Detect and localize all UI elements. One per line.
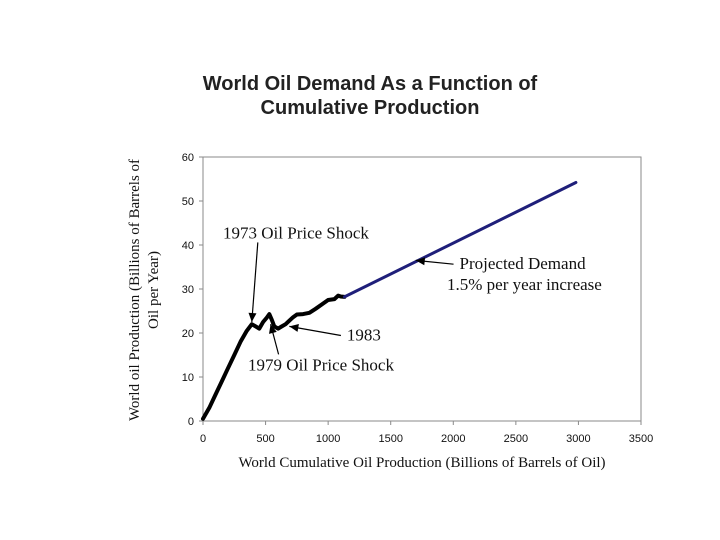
annotation-arrow-line bbox=[251, 242, 259, 323]
annotation-label: 1979 Oil Price Shock bbox=[248, 355, 394, 374]
x-tick-label: 3000 bbox=[566, 433, 590, 445]
x-tick-label: 1000 bbox=[316, 433, 340, 445]
y-tick-label: 60 bbox=[182, 152, 194, 164]
y-tick-label: 50 bbox=[182, 196, 194, 208]
annotation-arrow-head bbox=[415, 257, 426, 266]
x-tick-label: 2000 bbox=[441, 433, 465, 445]
y-axis-label-line-1: World oil Production (Billions of Barrel… bbox=[127, 159, 143, 421]
x-axis-label: World Cumulative Oil Production (Billion… bbox=[238, 455, 605, 471]
y-tick-label: 20 bbox=[182, 328, 194, 340]
x-tick-label: 500 bbox=[256, 433, 274, 445]
chart-title-line-2: Cumulative Production bbox=[261, 97, 480, 119]
x-tick-label: 1500 bbox=[378, 433, 402, 445]
y-tick-label: 0 bbox=[188, 416, 194, 428]
series-line-historical bbox=[201, 293, 347, 421]
x-tick-label: 0 bbox=[200, 433, 206, 445]
x-tick-label: 3500 bbox=[629, 433, 653, 445]
chart-title-line-1: World Oil Demand As a Function of bbox=[203, 73, 538, 95]
y-tick-label: 40 bbox=[182, 240, 194, 252]
annotation-label: Projected Demand bbox=[460, 254, 587, 273]
x-tick-label: 2500 bbox=[504, 433, 528, 445]
annotation-label: 1.5% per year increase bbox=[447, 275, 602, 294]
y-axis-label-line-2: Oil per Year) bbox=[146, 251, 162, 329]
annotation-arrow-head bbox=[289, 324, 299, 332]
y-tick-label: 10 bbox=[182, 372, 194, 384]
annotation-label: 1973 Oil Price Shock bbox=[223, 223, 369, 242]
series-line-projected bbox=[342, 181, 578, 299]
y-tick-label: 30 bbox=[182, 284, 194, 296]
annotation-arrow-head bbox=[248, 312, 257, 322]
annotation-label: 1983 bbox=[347, 325, 381, 344]
annotation-arrow-head bbox=[269, 324, 277, 334]
